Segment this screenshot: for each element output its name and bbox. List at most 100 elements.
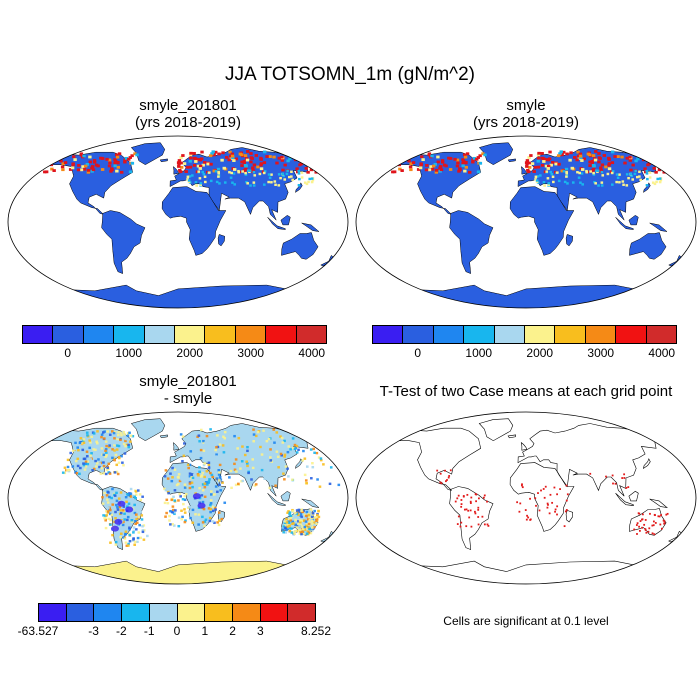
grid-cell bbox=[300, 532, 303, 536]
colorbar-tick-label: 2000 bbox=[176, 346, 204, 360]
grid-cell bbox=[273, 441, 276, 444]
grid-cell bbox=[83, 468, 87, 471]
grid-cell bbox=[301, 525, 304, 528]
grid-cell bbox=[300, 509, 303, 512]
significant-cell bbox=[535, 504, 537, 507]
grid-cell bbox=[113, 471, 117, 474]
grid-cell bbox=[102, 461, 105, 464]
significant-cell bbox=[540, 489, 542, 492]
grid-cell bbox=[188, 159, 192, 163]
grid-cell bbox=[577, 176, 581, 179]
grid-cell bbox=[408, 165, 413, 169]
grid-cell bbox=[293, 429, 297, 433]
grid-cell bbox=[120, 170, 124, 174]
colorbar-swatch bbox=[288, 604, 316, 621]
grid-cell bbox=[82, 457, 86, 461]
grid-cell bbox=[215, 180, 219, 184]
grid-cell bbox=[197, 513, 201, 516]
grid-cell bbox=[142, 529, 146, 532]
grid-cell bbox=[171, 466, 174, 470]
grid-cell bbox=[556, 154, 561, 158]
grid-cell bbox=[244, 173, 248, 176]
grid-cell bbox=[463, 169, 467, 173]
grid-cell bbox=[134, 528, 138, 531]
significant-cell bbox=[519, 502, 522, 505]
grid-cell bbox=[195, 184, 198, 187]
significant-cell bbox=[521, 483, 523, 486]
grid-cell bbox=[260, 453, 264, 456]
significant-cell bbox=[456, 523, 459, 525]
significant-cell bbox=[538, 509, 541, 512]
grid-cell bbox=[188, 505, 191, 509]
grid-cell bbox=[254, 154, 259, 157]
grid-cell bbox=[304, 520, 308, 523]
landmass-antarctica bbox=[50, 560, 297, 584]
grid-cell bbox=[198, 466, 201, 469]
grid-cell bbox=[633, 172, 637, 176]
grid-cell bbox=[105, 494, 109, 497]
grid-cell bbox=[135, 521, 139, 524]
map-smyle-201801 bbox=[7, 135, 349, 309]
grid-cell bbox=[129, 440, 132, 443]
significant-cell bbox=[644, 528, 647, 530]
grid-cell bbox=[240, 153, 244, 157]
grid-cell bbox=[204, 518, 208, 521]
significant-cell bbox=[537, 492, 539, 494]
grid-cell bbox=[407, 159, 411, 163]
grid-cell bbox=[182, 502, 185, 506]
grid-cell bbox=[214, 464, 217, 467]
grid-cell bbox=[540, 163, 545, 167]
colorbar-swatch bbox=[205, 326, 236, 343]
significant-cell bbox=[477, 523, 480, 526]
panel3-title-line2: - smyle bbox=[163, 390, 213, 407]
grid-cell bbox=[94, 459, 97, 463]
grid-cell bbox=[132, 526, 136, 529]
grid-cell bbox=[636, 157, 640, 161]
grid-cell bbox=[73, 450, 77, 454]
map-boundary bbox=[7, 135, 349, 309]
grid-cell bbox=[298, 532, 302, 535]
grid-cell bbox=[430, 154, 434, 158]
grid-cell bbox=[91, 168, 96, 172]
grid-cell bbox=[220, 517, 224, 521]
grid-cell bbox=[259, 156, 263, 160]
significant-cell bbox=[468, 516, 471, 519]
grid-cell bbox=[319, 457, 323, 460]
grid-cell bbox=[101, 459, 105, 463]
grid-cell bbox=[90, 169, 94, 173]
grid-cell bbox=[597, 160, 601, 164]
grid-cell bbox=[279, 435, 282, 438]
grid-cell bbox=[274, 183, 277, 186]
grid-cell bbox=[248, 169, 252, 173]
colorbar-tick-label: 2 bbox=[229, 624, 236, 638]
grid-cell bbox=[173, 468, 177, 471]
landmass-borneo bbox=[628, 214, 639, 226]
significant-cell bbox=[565, 509, 568, 511]
grid-cell bbox=[211, 505, 215, 509]
grid-cell bbox=[119, 438, 122, 442]
grid-cell bbox=[199, 428, 203, 432]
grid-cell bbox=[201, 170, 204, 174]
map-ttest bbox=[355, 411, 697, 585]
grid-cell bbox=[438, 169, 442, 173]
grid-cell bbox=[592, 164, 596, 168]
grid-cell bbox=[297, 529, 301, 532]
grid-cell bbox=[604, 165, 608, 169]
grid-cell bbox=[124, 156, 129, 160]
grid-cell bbox=[107, 158, 112, 162]
grid-cell bbox=[85, 431, 89, 434]
grid-cell bbox=[113, 494, 117, 497]
grid-cell bbox=[557, 162, 561, 166]
landmass-greenland bbox=[130, 418, 166, 441]
grid-cell bbox=[532, 170, 536, 173]
grid-cell bbox=[295, 517, 299, 520]
grid-cell bbox=[127, 443, 130, 447]
grid-cell bbox=[244, 164, 248, 168]
grid-cell bbox=[246, 464, 249, 468]
grid-cell bbox=[276, 455, 280, 459]
grid-cell bbox=[317, 515, 321, 519]
grid-cell bbox=[187, 466, 190, 470]
grid-cell bbox=[79, 466, 82, 470]
grid-cell bbox=[179, 495, 182, 498]
significant-cell bbox=[477, 516, 480, 518]
